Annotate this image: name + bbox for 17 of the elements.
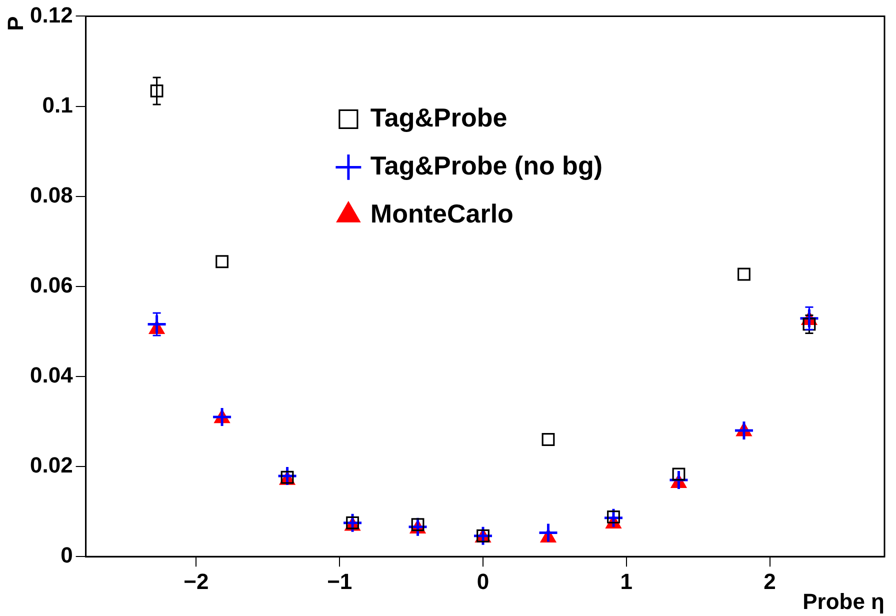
x-tick-label: 0: [476, 568, 490, 594]
legend-label: Tag&Probe: [370, 102, 508, 132]
legend-label: MonteCarlo: [370, 198, 514, 228]
y-axis-title: P: [3, 16, 28, 31]
y-tick-label: 0.06: [30, 272, 73, 298]
x-tick-label: −1: [327, 568, 352, 594]
y-tick-label: 0.08: [30, 182, 73, 208]
x-axis-title: Probe η: [802, 589, 884, 614]
legend-label: Tag&Probe (no bg): [370, 150, 602, 180]
x-tick-label: 2: [764, 568, 776, 594]
y-tick-label: 0: [60, 542, 73, 568]
y-tick-label: 0.04: [30, 362, 74, 388]
x-tick-label: −2: [184, 568, 209, 594]
y-tick-label: 0.02: [30, 452, 73, 478]
x-tick-label: 1: [620, 568, 633, 594]
y-tick-label: 0.1: [42, 92, 73, 118]
y-tick-label: 0.12: [30, 2, 73, 28]
